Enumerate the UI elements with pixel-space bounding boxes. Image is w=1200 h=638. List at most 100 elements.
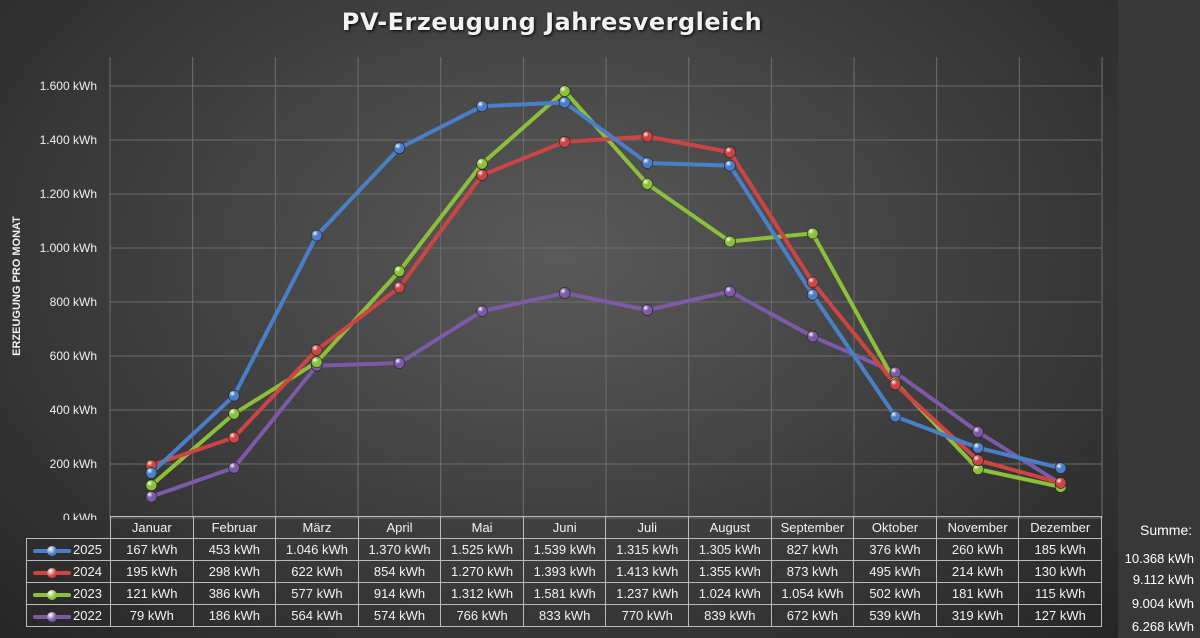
category-label: Oktober	[853, 516, 937, 539]
y-tick-label: 400 kWh	[50, 403, 97, 417]
table-cell: 386 kWh	[192, 582, 277, 605]
y-tick-label: 0 kWh	[63, 511, 97, 520]
category-label: Februar	[192, 516, 277, 539]
legend-key-2023	[33, 589, 71, 600]
point-2025-Februar	[228, 389, 240, 402]
point-2024-Mai	[476, 169, 488, 181]
table-cell: 1.054 kWh	[770, 582, 855, 605]
series-line-2022	[149, 289, 1063, 499]
table-cell: 1.370 kWh	[357, 538, 442, 561]
category-label: Januar	[110, 516, 194, 539]
table-body: 2025 167 kWh 453 kWh 1.046 kWh 1.370 kWh 1.52…	[26, 538, 1102, 627]
table-cell: 1.024 kWh	[688, 582, 772, 605]
category-label: August	[688, 516, 772, 539]
point-2024-September	[806, 276, 819, 289]
point-2023-Juni	[558, 85, 571, 97]
point-2022-Mai	[476, 305, 488, 317]
table-cell: 167 kWh	[110, 538, 194, 561]
point-2025-Juni	[558, 96, 571, 109]
y-tick-label: 800 kWh	[50, 295, 97, 309]
point-2024-März	[310, 344, 323, 356]
chart-title: PV-Erzeugung Jahresvergleich	[341, 8, 763, 36]
point-2025-Januar	[145, 467, 158, 479]
series-points	[145, 85, 1067, 503]
table-cell: 539 kWh	[853, 604, 937, 627]
line-chart: 0 kWh 200 kWh 400 kWh 600 kWh 800 kWh 1.000 k…	[40, 57, 1103, 520]
point-2022-Oktober	[889, 366, 902, 379]
point-2025-Dezember	[1054, 462, 1067, 474]
table-cell: 766 kWh	[440, 604, 524, 627]
table-cell: 79 kWh	[110, 604, 194, 627]
table-cell: 770 kWh	[605, 604, 690, 627]
point-2024-Dezember	[1054, 477, 1067, 489]
summary-total-2023: 9.004 kWh	[1131, 596, 1194, 611]
summary-total-2022: 6.268 kWh	[1131, 619, 1194, 634]
table-cell: 914 kWh	[357, 582, 442, 605]
table-cell: 186 kWh	[192, 604, 277, 627]
table-cell: 577 kWh	[275, 582, 359, 605]
point-2022-April	[393, 357, 406, 369]
series-line-2025	[149, 100, 1063, 475]
table-cell: 298 kWh	[192, 560, 277, 583]
table-cell: 495 kWh	[853, 560, 937, 583]
table-cell: 260 kWh	[935, 538, 1020, 561]
table-cell: 1.355 kWh	[688, 560, 772, 583]
table-cell: 1.393 kWh	[522, 560, 607, 583]
series-line-2024	[149, 134, 1063, 485]
point-2023-Januar	[145, 479, 158, 492]
table-cell: 121 kWh	[110, 582, 194, 605]
y-tick-label: 200 kWh	[50, 457, 97, 471]
point-2022-Juli	[641, 304, 654, 316]
point-2024-Februar	[228, 431, 240, 444]
category-label: Juni	[522, 516, 607, 539]
legend-entry-2025: 2025	[26, 538, 111, 561]
point-2022-Februar	[228, 461, 240, 474]
category-label: September	[770, 516, 855, 539]
point-2025-September	[806, 288, 819, 301]
legend-entry-2022: 2022	[26, 604, 111, 627]
summary-total-2025: 10.368 kWh	[1124, 551, 1194, 566]
category-row: Januar Februar März April Mai Juni Juli August S…	[26, 516, 1102, 539]
point-2023-März	[310, 356, 323, 369]
table-row: 2025 167 kWh 453 kWh 1.046 kWh 1.370 kWh 1.52…	[26, 538, 1102, 561]
legend-key-2024	[33, 567, 71, 578]
legend-entry-2023: 2023	[26, 582, 111, 605]
category-label: Juli	[605, 516, 690, 539]
table-cell: 453 kWh	[192, 538, 277, 561]
table-cell: 130 kWh	[1018, 560, 1102, 583]
point-2024-Juli	[641, 130, 654, 143]
table-cell: 1.237 kWh	[605, 582, 690, 605]
point-2023-August	[724, 235, 736, 248]
point-2024-August	[724, 146, 736, 158]
point-2022-August	[724, 285, 736, 298]
point-2024-November	[972, 454, 984, 467]
table-cell: 574 kWh	[357, 604, 442, 627]
point-2025-April	[393, 142, 406, 154]
point-2023-April	[393, 265, 406, 278]
summary-total-2024: 9.112 kWh	[1132, 572, 1194, 587]
legend-label: 2025	[73, 542, 102, 557]
table-cell: 319 kWh	[935, 604, 1020, 627]
table-cell: 1.046 kWh	[275, 538, 359, 561]
table-cell: 1.270 kWh	[440, 560, 524, 583]
table-cell: 827 kWh	[770, 538, 855, 561]
table-row: 2024 195 kWh 298 kWh 622 kWh 854 kWh 1.270 kW…	[26, 560, 1102, 583]
point-2022-November	[972, 426, 984, 438]
table-cell: 564 kWh	[275, 604, 359, 627]
category-label: November	[935, 516, 1020, 539]
table-cell: 127 kWh	[1018, 604, 1102, 627]
table-cell: 839 kWh	[688, 604, 772, 627]
point-2023-September	[806, 227, 819, 240]
y-tick-label: 1.400 kWh	[40, 133, 97, 147]
table-cell: 181 kWh	[935, 582, 1020, 605]
category-label: Dezember	[1018, 516, 1102, 539]
y-tick-label: 1.000 kWh	[40, 241, 97, 255]
table-row: 2022 79 kWh 186 kWh 564 kWh 574 kWh 766 kWh 83…	[26, 604, 1102, 627]
point-2025-März	[310, 229, 323, 242]
category-label: März	[275, 516, 359, 539]
legend-key-2022	[33, 611, 71, 622]
data-table: Januar Februar März April Mai Juni Juli August S…	[26, 516, 1102, 627]
point-2023-Februar	[228, 407, 240, 420]
table-cell: 833 kWh	[522, 604, 607, 627]
series-lines	[149, 89, 1063, 499]
